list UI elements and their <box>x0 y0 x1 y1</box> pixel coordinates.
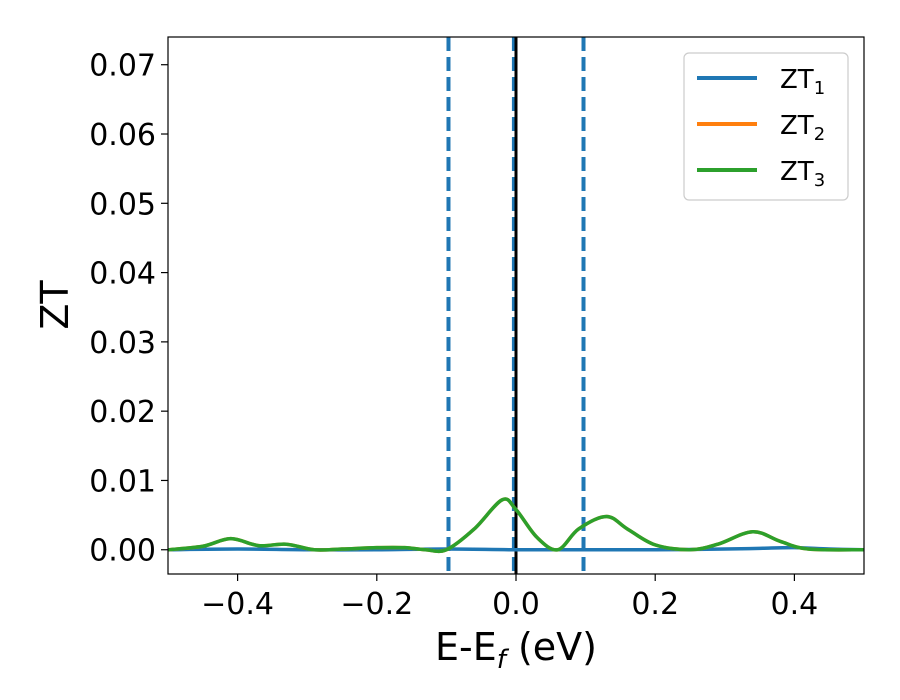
series-lines <box>168 497 864 554</box>
y-tick-label: 0.06 <box>89 118 156 153</box>
y-axis-title: ZT <box>33 280 77 330</box>
x-axis-title: E-Ef (eV) <box>435 625 597 675</box>
y-tick-label: 0.00 <box>89 534 156 569</box>
y-tick-label: 0.03 <box>89 326 156 361</box>
y-tick-label: 0.02 <box>89 395 156 430</box>
x-tick-label: −0.2 <box>340 587 413 622</box>
legend-label-zt3: ZT3 <box>780 157 825 191</box>
y-tick-label: 0.05 <box>89 187 156 222</box>
x-tick-label: 0.2 <box>631 587 679 622</box>
legend-label-zt1: ZT1 <box>780 65 825 99</box>
y-tick-label: 0.01 <box>89 464 156 499</box>
y-axis-ticks: 0.00 0.01 0.02 0.03 0.04 0.05 0.06 0.07 <box>89 49 168 569</box>
x-tick-label: −0.4 <box>201 587 274 622</box>
legend-label-zt2: ZT2 <box>780 111 825 145</box>
legend-box <box>683 52 849 201</box>
x-axis-title-main: E-E <box>435 625 497 669</box>
x-tick-label: 0.4 <box>771 587 819 622</box>
y-tick-label: 0.04 <box>89 257 156 292</box>
series-line-zt3 <box>168 497 864 554</box>
y-tick-label: 0.07 <box>89 49 156 84</box>
legend: ZT1 ZT2 ZT3 <box>683 52 849 201</box>
x-axis-title-unit: (eV) <box>506 625 597 669</box>
x-axis-ticks: −0.4 −0.2 0.0 0.2 0.4 <box>201 574 818 622</box>
reference-lines <box>446 37 586 574</box>
x-tick-label: 0.0 <box>492 587 540 622</box>
